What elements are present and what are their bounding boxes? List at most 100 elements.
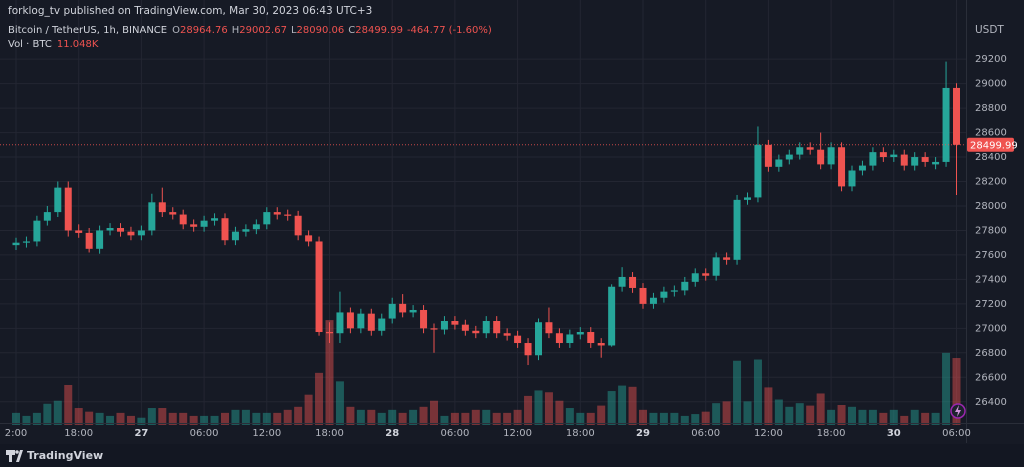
volume-bar xyxy=(691,414,700,425)
legend-change-pct: (-1.60%) xyxy=(449,25,492,36)
x-tick-label: 06:00 xyxy=(190,428,219,439)
candle-body xyxy=(869,152,877,166)
legend-key: O xyxy=(172,25,180,36)
candle-body xyxy=(796,147,804,155)
y-tick-label: 28800 xyxy=(975,103,1007,114)
candle-body xyxy=(357,313,365,329)
x-tick-label: 28 xyxy=(385,428,399,439)
candle-body xyxy=(252,224,260,230)
volume-bar xyxy=(858,409,867,425)
legend-key: C xyxy=(348,25,355,36)
candle-body xyxy=(806,147,814,150)
candle-body xyxy=(942,87,950,162)
volume-bar xyxy=(471,409,480,425)
volume-bar xyxy=(534,390,543,425)
candle-body xyxy=(953,87,960,145)
y-tick-label: 27000 xyxy=(975,323,1007,334)
x-tick-label: 18:00 xyxy=(315,428,344,439)
candle-body xyxy=(555,333,563,344)
y-tick-label: 29000 xyxy=(975,79,1007,90)
candle-body xyxy=(117,228,124,232)
volume-bar xyxy=(868,409,877,425)
y-tick-label: 27800 xyxy=(975,225,1007,236)
candle-body xyxy=(96,230,104,249)
y-tick-label: 28000 xyxy=(975,201,1007,212)
x-tick-label: 12:00 xyxy=(503,428,532,439)
candle-body xyxy=(148,202,156,231)
x-tick-label: 12:00 xyxy=(252,428,281,439)
candle-body xyxy=(106,228,114,231)
volume-bar xyxy=(753,359,762,425)
candle-body xyxy=(367,313,375,331)
candle-body xyxy=(921,157,929,162)
candle-body xyxy=(545,322,553,334)
candle-body xyxy=(211,218,219,221)
volume-bar xyxy=(607,391,616,425)
y-tick-label: 26600 xyxy=(975,372,1007,383)
x-tick-label: 18:00 xyxy=(566,428,595,439)
candle-body xyxy=(336,312,344,334)
legend: Bitcoin / TetherUS, 1h, BINANCE O28964.76… xyxy=(8,25,492,36)
candle-body xyxy=(566,334,574,344)
candle-body xyxy=(733,199,741,260)
candle-body xyxy=(461,324,469,331)
y-tick-label: 27400 xyxy=(975,274,1007,285)
candle-body xyxy=(326,332,333,334)
candle-body xyxy=(430,328,438,330)
candle-body xyxy=(618,276,626,287)
price-unit: USDT xyxy=(975,24,1004,36)
candle-body xyxy=(723,257,731,260)
candle-body xyxy=(399,303,407,313)
candle-body xyxy=(785,154,793,160)
candle-body xyxy=(378,318,386,331)
legend-value: 28964.76 xyxy=(180,25,228,36)
candle-body xyxy=(315,241,323,333)
volume-bar xyxy=(419,406,428,425)
candle-body xyxy=(75,230,83,233)
candle-body xyxy=(451,320,459,325)
volume-bar xyxy=(409,409,418,425)
candle-body xyxy=(514,335,522,344)
legend-value: 28499.99 xyxy=(355,25,403,36)
volume-bar xyxy=(262,412,271,425)
candle-body xyxy=(263,212,271,225)
candle-body xyxy=(242,229,250,232)
volume-bar xyxy=(147,408,156,425)
candle-body xyxy=(629,276,637,288)
candle-body xyxy=(576,332,584,335)
x-tick-label: 12:00 xyxy=(754,428,783,439)
candle-body xyxy=(137,230,145,236)
volume-bar xyxy=(649,412,658,425)
candle-body xyxy=(775,159,783,167)
volume-bar xyxy=(43,403,52,425)
y-tick-label: 28600 xyxy=(975,128,1007,139)
volume-bar xyxy=(639,409,647,425)
candle-body xyxy=(744,197,751,200)
volume-bar xyxy=(346,406,355,425)
volume-bar xyxy=(827,409,836,425)
volume-bar xyxy=(524,395,533,425)
x-tick-label: 18:00 xyxy=(64,428,93,439)
candle-body xyxy=(712,257,720,276)
y-tick-label: 26800 xyxy=(975,348,1007,359)
volume-bar xyxy=(816,393,825,425)
candle-body xyxy=(420,309,428,329)
candle-body xyxy=(670,290,678,292)
candle-body xyxy=(858,165,866,171)
volume-bar xyxy=(398,412,407,425)
y-tick-label: 27200 xyxy=(975,299,1007,310)
x-tick-label: 30 xyxy=(887,428,901,439)
volume-bar xyxy=(126,415,135,425)
y-tick-label: 28400 xyxy=(975,152,1007,163)
volume-bar xyxy=(879,412,888,425)
candle-body xyxy=(838,147,846,187)
legend-symbol: Bitcoin / TetherUS, 1h, BINANCE xyxy=(8,25,167,36)
volume-bar xyxy=(952,358,961,425)
volume-bar xyxy=(315,372,324,425)
candle-body xyxy=(22,241,30,243)
volume-bar xyxy=(325,320,334,425)
volume-legend: Vol · BTC 11.048K xyxy=(8,39,99,50)
y-tick-label: 29200 xyxy=(975,54,1007,65)
indicator-icon[interactable] xyxy=(950,403,966,419)
